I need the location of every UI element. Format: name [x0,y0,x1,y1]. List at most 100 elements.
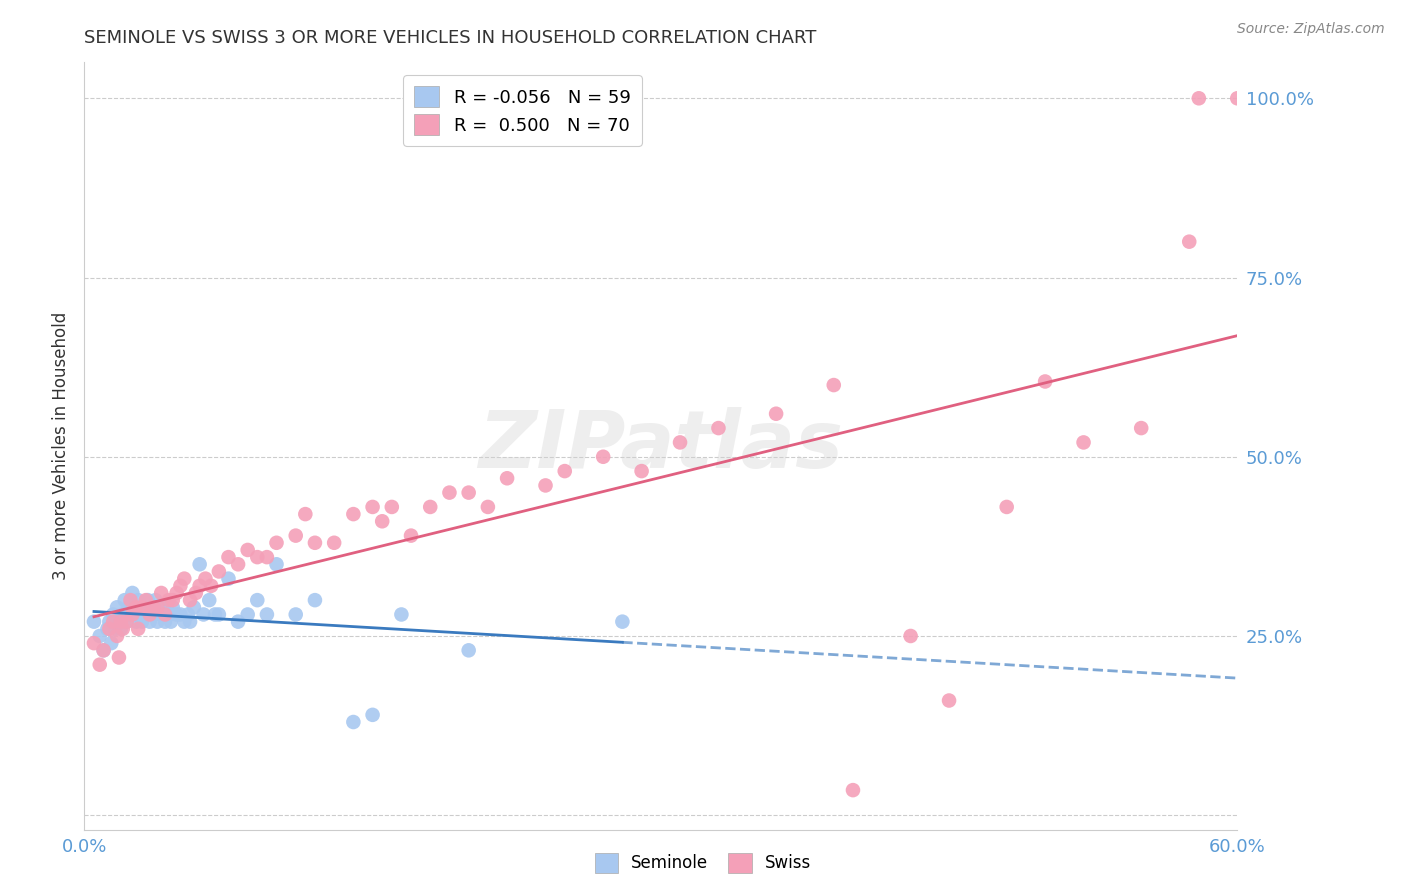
Point [115,615,138,629]
Point [124,607,146,622]
Point [153,615,176,629]
Point [188,558,211,572]
Point [323,536,346,550]
Point [83,636,105,650]
Point [361,500,384,514]
Point [177,607,200,622]
Y-axis label: 3 or more Vehicles in Household: 3 or more Vehicles in Household [52,312,70,580]
Point [842,783,865,797]
Text: Source: ZipAtlas.com: Source: ZipAtlas.com [1237,22,1385,37]
Point [103,615,124,629]
Point [194,572,217,586]
Point [236,543,259,558]
Point [284,528,307,542]
Point [93,643,115,657]
Point [200,579,222,593]
Point [127,622,149,636]
Point [246,593,269,607]
Point [361,707,384,722]
Point [496,471,519,485]
Point [193,607,215,622]
Point [83,615,105,629]
Point [707,421,730,435]
Point [226,615,249,629]
Point [179,615,201,629]
Point [183,600,205,615]
Point [150,586,173,600]
Point [204,607,226,622]
Point [938,693,960,707]
Point [125,600,148,615]
Point [153,607,176,622]
Point [108,615,131,629]
Point [256,550,278,565]
Point [236,607,259,622]
Point [765,407,787,421]
Point [131,615,153,629]
Point [218,572,240,586]
Point [136,593,159,607]
Point [1073,435,1095,450]
Point [157,593,180,607]
Point [152,600,174,615]
Point [1178,235,1201,249]
Point [304,536,326,550]
Point [246,550,269,565]
Point [146,600,169,615]
Point [554,464,576,478]
Text: ZIPatlas: ZIPatlas [478,407,844,485]
Point [138,615,160,629]
Point [104,622,127,636]
Point [141,600,163,615]
Point [612,615,634,629]
Point [121,607,143,622]
Point [96,622,118,636]
Point [166,586,188,600]
Point [173,572,195,586]
Point [150,607,173,622]
Point [381,500,404,514]
Point [166,607,188,622]
Point [266,536,288,550]
Point [342,714,364,729]
Point [98,622,121,636]
Point [145,593,167,607]
Point [100,636,122,650]
Point [218,550,240,565]
Point [457,485,479,500]
Point [111,607,134,622]
Point [226,558,249,572]
Point [592,450,614,464]
Point [135,593,157,607]
Point [1188,91,1211,105]
Point [114,593,136,607]
Point [1226,91,1249,105]
Point [294,507,316,521]
Point [127,593,149,607]
Point [117,600,139,615]
Point [110,615,132,629]
Point [198,593,221,607]
Point [105,600,128,615]
Point [669,435,692,450]
Point [157,607,180,622]
Point [399,528,422,542]
Point [160,615,183,629]
Point [630,464,652,478]
Point [477,500,499,514]
Point [132,600,155,615]
Point [135,607,157,622]
Point [125,615,148,629]
Point [142,600,165,615]
Point [108,650,131,665]
Point [256,607,278,622]
Point [105,629,128,643]
Point [138,607,160,622]
Point [188,579,211,593]
Point [173,615,195,629]
Point [89,629,111,643]
Point [121,586,143,600]
Point [162,593,184,607]
Point [419,500,441,514]
Point [131,600,153,615]
